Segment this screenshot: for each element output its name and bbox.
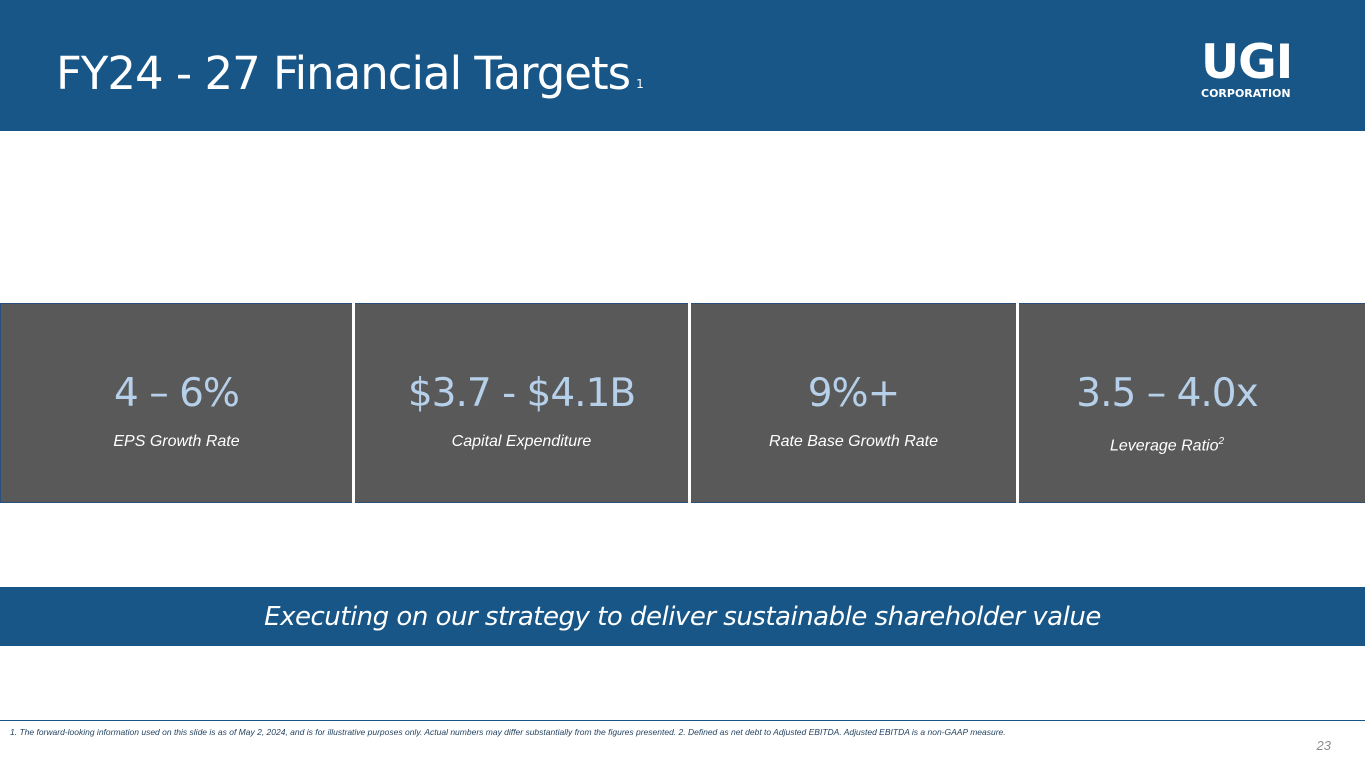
footnote: 1. The forward-looking information used … <box>10 727 1006 737</box>
metric-label: Rate Base Growth Rate <box>691 431 1016 453</box>
metric-capital-expenditure: $3.7 - $4.1B Capital Expenditure <box>355 303 688 503</box>
page-title-text: FY24 - 27 Financial Targets <box>56 47 631 100</box>
metric-label-text: Capital Expenditure <box>451 433 592 450</box>
strategy-banner: Executing on our strategy to deliver sus… <box>0 587 1365 646</box>
metric-value: 4 – 6% <box>114 371 240 416</box>
footer-divider <box>0 720 1365 721</box>
metric-leverage-ratio: 3.5 – 4.0x Leverage Ratio2 <box>1019 303 1365 503</box>
metric-label-text: EPS Growth Rate <box>113 433 240 450</box>
page-number: 23 <box>1316 738 1331 753</box>
metric-value: 9%+ <box>807 371 901 416</box>
metric-label-text: Rate Base Growth Rate <box>769 433 938 450</box>
metric-eps-growth: 4 – 6% EPS Growth Rate <box>0 303 352 503</box>
metrics-strip: 4 – 6% EPS Growth Rate $3.7 - $4.1B Capi… <box>0 303 1365 503</box>
metric-label-text: Leverage Ratio <box>1109 437 1219 455</box>
page-title: FY24 - 27 Financial Targets 1 <box>56 42 644 106</box>
metric-label: EPS Growth Rate <box>1 431 352 453</box>
metric-value: 3.5 – 4.0x <box>1076 371 1258 416</box>
title-footnote-marker: 1 <box>636 77 644 91</box>
label-footnote-marker: 2 <box>1218 436 1225 447</box>
metric-label: Capital Expenditure <box>355 431 688 453</box>
logo-subtitle: CORPORATION <box>1201 87 1291 100</box>
logo-mark: UGI <box>1201 35 1293 90</box>
metric-value: $3.7 - $4.1B <box>407 371 636 416</box>
banner-text: Executing on our strategy to deliver sus… <box>264 602 1101 632</box>
header-bar: FY24 - 27 Financial Targets 1 UGI CORPORA… <box>0 0 1365 131</box>
metric-rate-base-growth: 9%+ Rate Base Growth Rate <box>691 303 1016 503</box>
metric-label: Leverage Ratio2 <box>1019 431 1315 457</box>
company-logo: UGI CORPORATION <box>1201 35 1311 102</box>
